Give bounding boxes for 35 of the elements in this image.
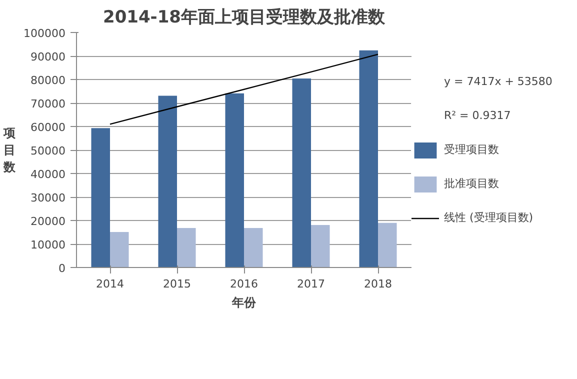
y-tick-label: 90000 [30, 50, 66, 64]
x-tick-label: 2015 [163, 278, 192, 290]
bar [292, 78, 311, 268]
chart-title: 2014-18年面上项目受理数及批准数 [102, 8, 386, 28]
bar [158, 96, 177, 268]
text: y = 7417x + 53580 [444, 75, 552, 88]
bar [110, 232, 129, 268]
legend-label: 批准项目数 [444, 176, 499, 191]
y-tick-label: 70000 [30, 98, 66, 110]
line-series [109, 54, 379, 125]
legend-label: 线性 (受理项目数) [444, 210, 534, 225]
bar [311, 224, 330, 268]
y-tick-label: 20000 [30, 215, 66, 228]
text: R² = 0.9317 [444, 109, 511, 122]
y-tick-label: 100000 [24, 27, 66, 40]
y-tick-label: 10000 [30, 238, 66, 252]
y-tick-label: 0 [58, 262, 66, 275]
bar [225, 93, 244, 268]
x-tick-label: 2017 [297, 278, 326, 290]
x-tick-label: 2014 [96, 278, 124, 290]
bar [244, 228, 263, 268]
bar [177, 228, 196, 268]
y-tick-label: 80000 [30, 74, 66, 87]
x-tick-label: 2016 [230, 278, 258, 290]
y-tick-label: 30000 [30, 192, 66, 204]
bar [378, 222, 397, 268]
bar [91, 128, 110, 268]
y-axis-title: 项目数 [2, 126, 17, 174]
y-tick-label: 50000 [30, 144, 66, 158]
legend-label: 受理项目数 [444, 142, 499, 157]
bar [359, 50, 378, 268]
x-tick-label: 2018 [364, 278, 392, 290]
y-tick-label: 40000 [30, 168, 66, 181]
y-tick-label: 60000 [30, 121, 66, 134]
x-axis-title: 年份 [231, 296, 257, 310]
